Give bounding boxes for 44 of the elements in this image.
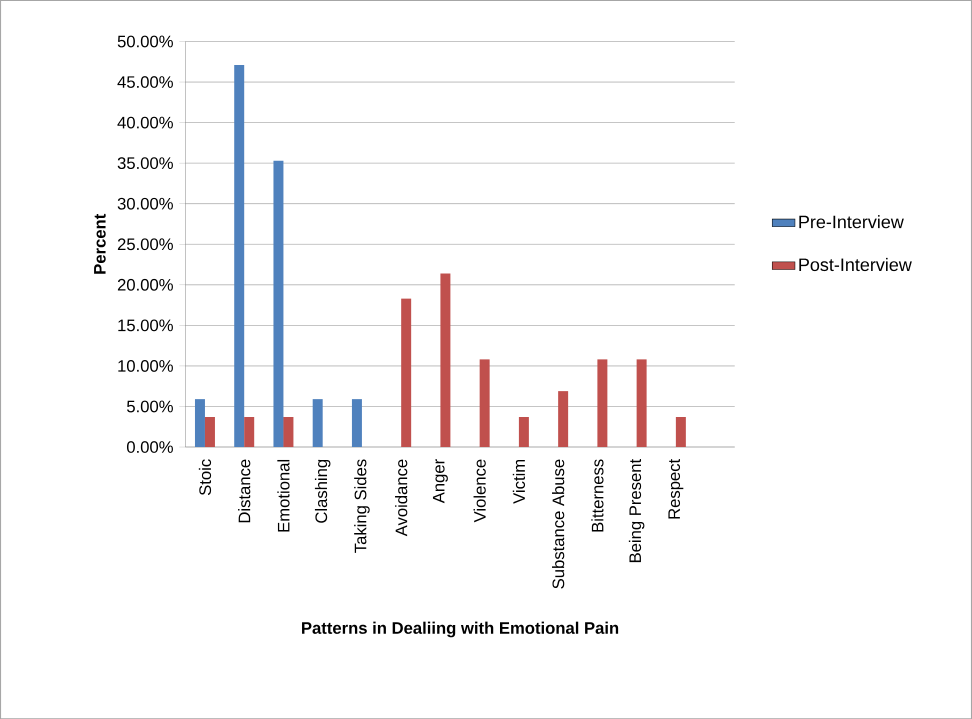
bar	[518, 416, 529, 447]
bar	[676, 416, 686, 447]
y-tick-label: 45.00%	[117, 76, 173, 88]
x-tick-label: Victim	[512, 460, 526, 504]
y-tick-label: 20.00%	[118, 278, 173, 291]
x-tick-label: Clashing	[314, 460, 330, 523]
y-tick-label: 5.00%	[126, 400, 173, 412]
bar	[273, 160, 284, 447]
bar	[312, 399, 323, 447]
x-tick-label: Taking Sides	[354, 459, 370, 553]
x-tick-label: Anger	[432, 459, 448, 504]
y-tick-label: 30.00%	[118, 198, 173, 210]
x-tick-label: Violence	[474, 459, 486, 522]
y-tick-label: 50.00%	[118, 35, 173, 48]
y-tick-label: 10.00%	[118, 360, 173, 372]
bar	[558, 390, 568, 447]
bar	[194, 399, 205, 447]
y-tick-label: 25.00%	[118, 238, 173, 250]
bar	[401, 298, 412, 447]
y-tick-label: 40.00%	[117, 116, 173, 128]
y-tick-label: 15.00%	[118, 319, 173, 332]
bar	[244, 416, 254, 447]
x-tick-label: Avoidance	[395, 459, 408, 536]
x-tick-label: Bitterness	[591, 459, 604, 532]
bar	[440, 273, 450, 447]
bar	[283, 416, 294, 447]
bar	[636, 359, 647, 447]
y-tick-label: 0.00%	[126, 441, 173, 453]
y-tick-label: 35.00%	[118, 157, 173, 169]
bar	[234, 64, 244, 447]
x-tick-label: Distance	[238, 459, 250, 522]
bar	[480, 359, 490, 447]
bar	[352, 399, 362, 447]
legend-label: Post-Interview	[799, 258, 912, 271]
x-tick-label: Respect	[668, 458, 684, 518]
bar	[204, 416, 215, 447]
bar	[597, 359, 608, 447]
x-axis-title: Patterns in Dealiing with Emotional Pain	[302, 622, 618, 638]
legend-label: Pre-Interview	[799, 214, 904, 228]
y-axis-title: Percent	[94, 214, 106, 274]
x-tick-label: Substance Abuse	[552, 459, 564, 588]
x-tick-label: Emotional	[277, 460, 290, 532]
x-tick-label: Being Present	[628, 458, 644, 562]
x-tick-label: Stoic	[198, 459, 212, 495]
